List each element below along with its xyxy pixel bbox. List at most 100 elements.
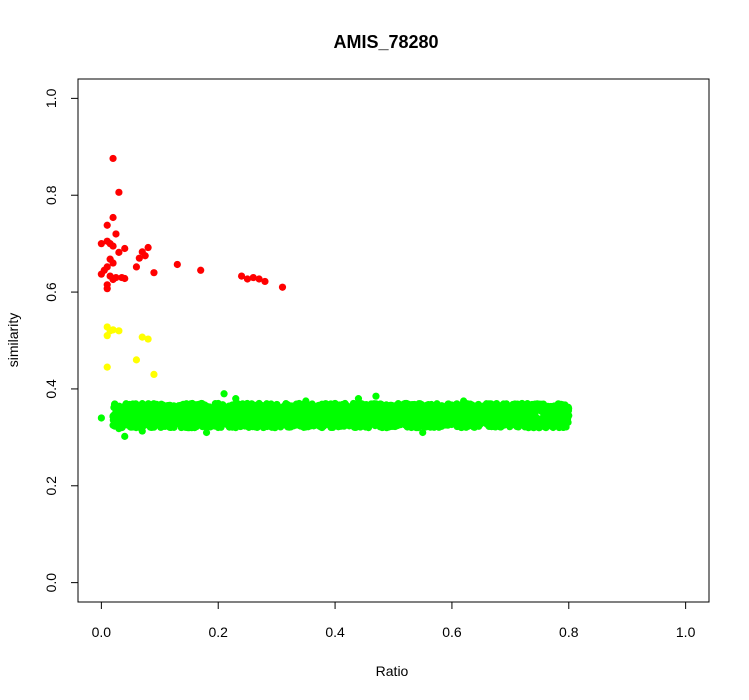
data-point: [407, 414, 415, 422]
data-point: [353, 415, 361, 423]
data-point: [191, 419, 199, 427]
data-point: [306, 413, 314, 421]
data-point: [350, 401, 358, 409]
data-point: [518, 415, 526, 423]
data-point: [260, 411, 268, 419]
data-point: [119, 404, 127, 412]
data-point: [242, 412, 250, 421]
data-point: [422, 423, 430, 431]
data-point: [327, 423, 335, 432]
plot-frame: [77, 78, 710, 603]
data-point: [272, 422, 280, 430]
data-point: [345, 408, 354, 417]
data-point: [492, 413, 501, 421]
data-point: [549, 403, 557, 411]
data-point: [441, 418, 449, 426]
data-point: [473, 404, 481, 412]
data-point: [371, 421, 379, 429]
data-point: [272, 403, 280, 411]
data-point: [144, 335, 152, 343]
data-point: [403, 422, 411, 430]
data-point: [343, 414, 351, 422]
data-point: [319, 405, 328, 414]
data-point: [366, 404, 374, 412]
data-point: [97, 270, 105, 278]
data-point: [183, 421, 191, 430]
data-point: [162, 410, 170, 418]
data-point: [179, 404, 187, 412]
data-point: [115, 327, 123, 335]
data-point: [455, 421, 463, 429]
series-2: [97, 390, 573, 440]
x-tick-label: 0.2: [208, 624, 228, 640]
x-axis: 0.0 0.2 0.4 0.6 0.8 1.0: [92, 601, 696, 640]
data-point: [97, 240, 105, 248]
data-point: [103, 285, 111, 293]
data-point: [249, 273, 257, 282]
x-tick-label: 0.4: [325, 624, 345, 640]
data-point: [319, 421, 327, 429]
data-point: [97, 414, 105, 422]
data-point: [540, 421, 548, 429]
data-point: [471, 422, 479, 431]
data-point: [392, 402, 400, 411]
data-point: [255, 275, 263, 283]
data-point: [237, 272, 246, 280]
y-tick-label: 0.4: [43, 379, 59, 399]
data-point: [337, 402, 345, 410]
data-point: [126, 419, 135, 427]
data-point: [138, 400, 146, 408]
x-axis-label: Ratio: [376, 663, 409, 679]
data-point: [304, 423, 312, 431]
series-0: [97, 154, 287, 293]
data-point: [382, 413, 390, 421]
data-point: [222, 404, 230, 412]
data-point: [255, 399, 263, 408]
data-point: [363, 419, 371, 427]
data-point: [132, 356, 141, 364]
data-point: [103, 332, 111, 340]
data-point: [132, 263, 141, 271]
data-point: [469, 414, 477, 422]
data-point: [460, 397, 468, 405]
data-point: [115, 425, 123, 433]
data-point: [144, 404, 152, 412]
data-point: [109, 421, 117, 429]
data-point: [518, 399, 526, 408]
data-point: [434, 417, 442, 425]
data-point: [402, 408, 411, 416]
data-point: [401, 399, 409, 408]
data-point: [103, 221, 111, 229]
data-point: [459, 411, 468, 419]
data-point: [296, 421, 305, 429]
data-point: [190, 403, 198, 411]
data-point: [243, 275, 252, 283]
data-point: [247, 413, 255, 422]
y-tick-label: 0.6: [43, 282, 59, 302]
data-point: [229, 413, 237, 421]
y-tick-label: 1.0: [43, 88, 59, 108]
x-tick-label: 0.0: [92, 624, 112, 640]
data-point: [284, 404, 292, 412]
data-point: [138, 333, 146, 341]
data-point: [167, 421, 176, 429]
data-point: [452, 401, 460, 409]
data-point: [399, 415, 407, 423]
data-point: [217, 423, 225, 431]
data-point: [232, 402, 240, 410]
data-point: [416, 407, 424, 415]
data-point: [331, 399, 339, 408]
y-tick-label: 0.2: [43, 476, 59, 496]
data-point: [132, 411, 141, 420]
data-point: [259, 423, 268, 432]
data-point: [206, 403, 214, 411]
data-point: [284, 422, 292, 430]
series-1: [103, 323, 158, 378]
data-point: [115, 248, 123, 256]
data-point: [489, 404, 497, 412]
data-point: [290, 422, 298, 430]
data-point: [553, 419, 561, 427]
data-point: [103, 363, 111, 371]
data-point: [150, 269, 158, 277]
